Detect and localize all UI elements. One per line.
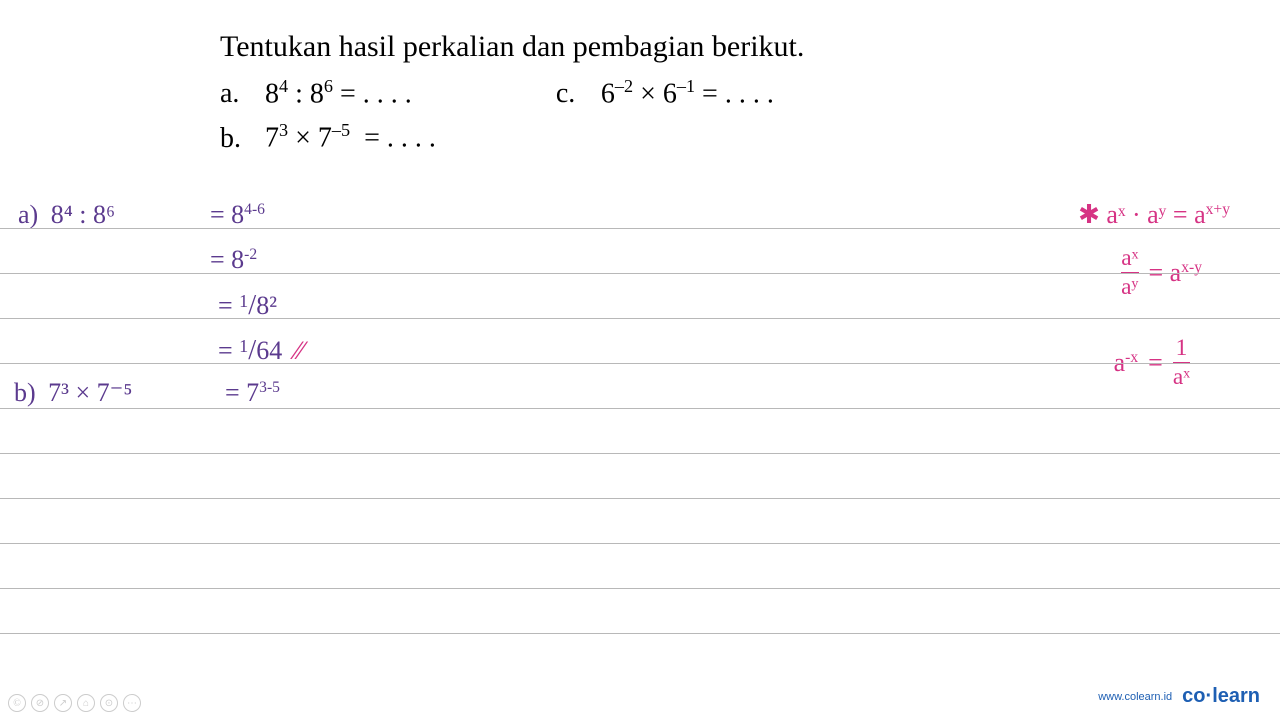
- work-a-step2: = 8-2: [210, 245, 257, 275]
- rule-asterisk: ✱: [1078, 200, 1100, 229]
- work-a-step4-prefix: =: [218, 336, 239, 365]
- problem-b-exp1: 3: [279, 120, 288, 140]
- problem-a-expr: 84 : 86 = . . . .: [265, 76, 412, 110]
- control-icons: © ⊘ ↗ ⌂ ⊙ ⋯: [8, 694, 141, 712]
- footer-logo-co: co: [1182, 685, 1205, 707]
- work-a-label-text: a): [18, 200, 38, 229]
- work-b-label: b) 7³ × 7⁻⁵: [14, 378, 132, 408]
- work-a-step3-prefix: =: [218, 291, 239, 320]
- footer: www.colearn.id co·learn: [1098, 685, 1260, 708]
- problem-a-base1: 8: [265, 78, 279, 109]
- problem-c: c. 6–2 × 6–1 = . . . .: [556, 76, 774, 110]
- problem-c-op: ×: [640, 78, 656, 109]
- work-a-step1: = 84-6: [210, 200, 265, 230]
- ruled-line: [0, 273, 1280, 274]
- work-a-step3-num: 1: [239, 291, 248, 311]
- rule-2-num: aˣ: [1121, 245, 1138, 272]
- ruled-line: [0, 588, 1280, 589]
- ruled-line: [0, 543, 1280, 544]
- page-title: Tentukan hasil perkalian dan pembagian b…: [220, 30, 1280, 64]
- rule-1-lhs: aˣ · aʸ: [1106, 200, 1166, 229]
- problem-c-expr: 6–2 × 6–1 = . . . .: [601, 76, 774, 110]
- problem-b-expr: 73 × 7–5 = . . . .: [265, 120, 436, 154]
- work-b-step1-exp: 3-5: [259, 379, 280, 396]
- problem-c-exp1: –2: [615, 76, 633, 96]
- problem-b-exp2: –5: [332, 120, 350, 140]
- work-a-label: a) 8⁴ : 8⁶: [18, 200, 115, 230]
- footer-logo-learn: learn: [1212, 685, 1260, 707]
- control-icon[interactable]: ⊘: [31, 694, 49, 712]
- problem-c-equals: = . . . .: [702, 78, 774, 109]
- rule-1: ✱ aˣ · aʸ = ax+y: [1078, 200, 1230, 230]
- problem-c-label: c.: [556, 78, 581, 110]
- control-icon[interactable]: ⋯: [123, 694, 141, 712]
- work-b-step1: = 73-5: [225, 378, 280, 408]
- work-b-label-text: b): [14, 378, 36, 407]
- problem-a-equals: = . . . .: [340, 78, 412, 109]
- control-icon[interactable]: ↗: [54, 694, 72, 712]
- problem-c-base1: 6: [601, 78, 615, 109]
- rule-1-rhs: = a: [1173, 200, 1206, 229]
- problem-a-op: :: [295, 78, 303, 109]
- control-icon[interactable]: ⌂: [77, 694, 95, 712]
- footer-logo: co·learn: [1182, 685, 1260, 708]
- problem-a-base2: 8: [310, 78, 324, 109]
- problem-b: b. 73 × 7–5 = . . . .: [220, 120, 436, 154]
- problem-a-label: a.: [220, 78, 245, 110]
- work-a-step2-text: = 8: [210, 245, 244, 274]
- control-icon[interactable]: ⊙: [100, 694, 118, 712]
- work-b-lhs: 7³ × 7⁻⁵: [48, 378, 132, 407]
- problem-b-base1: 7: [265, 123, 279, 154]
- problems-container: a. 84 : 86 = . . . . b. 73 × 7–5 = . . .…: [220, 76, 1280, 155]
- rule-1-exp: x+y: [1206, 201, 1230, 218]
- problem-c-base2: 6: [663, 78, 677, 109]
- ruled-line: [0, 228, 1280, 229]
- problems-left-col: a. 84 : 86 = . . . . b. 73 × 7–5 = . . .…: [220, 76, 436, 155]
- rule-3-num: 1: [1176, 335, 1188, 362]
- problem-a: a. 84 : 86 = . . . .: [220, 76, 436, 110]
- work-a-step1-text: = 8: [210, 200, 244, 229]
- ruled-line: [0, 498, 1280, 499]
- header-section: Tentukan hasil perkalian dan pembagian b…: [0, 0, 1280, 175]
- ruled-line: [0, 408, 1280, 409]
- ruled-line: [0, 318, 1280, 319]
- problems-right-col: c. 6–2 × 6–1 = . . . .: [556, 76, 774, 155]
- work-a-lhs: 8⁴ : 8⁶: [51, 200, 115, 229]
- ruled-line: [0, 453, 1280, 454]
- problem-b-equals: = . . . .: [364, 123, 436, 154]
- rule-3-den: aˣ: [1173, 364, 1190, 391]
- work-a-step2-exp: -2: [244, 246, 257, 263]
- work-a-step3-den: 8²: [256, 291, 277, 320]
- problem-b-base2: 7: [318, 123, 332, 154]
- control-icon[interactable]: ©: [8, 694, 26, 712]
- ruled-line: [0, 363, 1280, 364]
- work-b-step1-text: = 7: [225, 378, 259, 407]
- problem-b-label: b.: [220, 123, 245, 155]
- problem-a-exp1: 4: [279, 76, 288, 96]
- rule-2-den: aʸ: [1121, 274, 1138, 301]
- work-a-checkmark: ⁄⁄: [295, 336, 304, 365]
- work-a-step1-exp: 4-6: [244, 201, 265, 218]
- problem-a-exp2: 6: [324, 76, 333, 96]
- work-a-step4-num: 1: [239, 336, 248, 356]
- problem-b-op: ×: [295, 123, 311, 154]
- ruled-line: [0, 633, 1280, 634]
- work-a-step4-den: 64: [256, 336, 282, 365]
- footer-url: www.colearn.id: [1098, 691, 1172, 703]
- problem-c-exp2: –1: [677, 76, 695, 96]
